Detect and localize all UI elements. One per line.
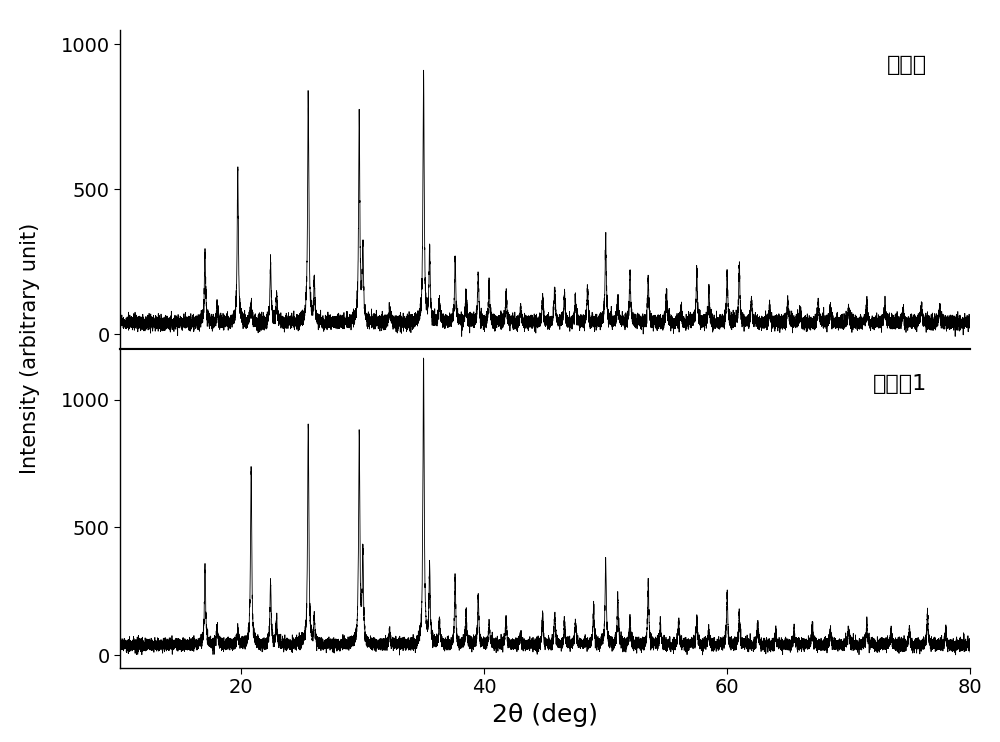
Text: 实施例1: 实施例1: [873, 374, 928, 394]
Text: Intensity (arbitrary unit): Intensity (arbitrary unit): [20, 223, 40, 474]
Text: 对照组: 对照组: [887, 55, 928, 75]
Text: 2θ (deg): 2θ (deg): [492, 703, 598, 727]
